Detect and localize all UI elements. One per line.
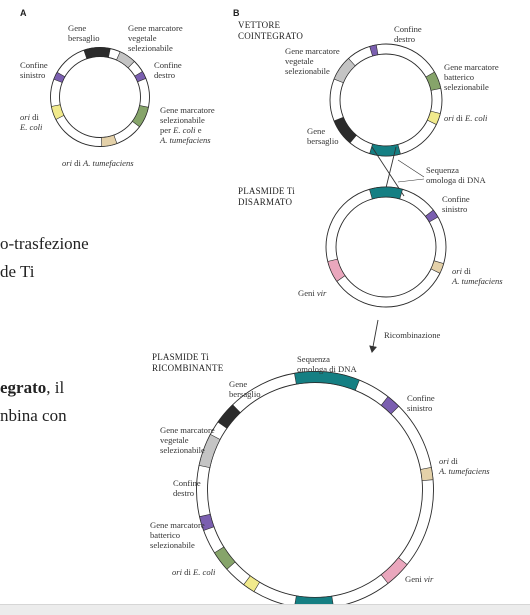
recombinant-plant-marker-label: Gene marcatore vegetale selezionabile — [160, 425, 215, 455]
recombinant-title: PLASMIDE Ti RICOMBINANTE — [152, 352, 224, 373]
cointegrate-title: VETTORE COINTEGRATO — [238, 20, 303, 41]
disarmed-left-border-segment — [424, 209, 439, 223]
panel-a-label: A — [20, 8, 27, 18]
recombinant-right-border-segment — [199, 513, 215, 531]
recombinant-bacterial-marker-segment — [214, 546, 236, 570]
recombinant-bacterial-marker-label: Gene marcatore batterico selezionabile — [150, 520, 205, 550]
bg-text-line-2: de Ti — [0, 262, 35, 281]
cointegrate-bacterial-marker-segment — [425, 71, 442, 91]
recombination-label: Ricombinazione — [384, 330, 441, 340]
recombinant-vir-label: Geni vir — [405, 574, 434, 584]
dual-marker-segment — [131, 105, 149, 128]
disarmed-ori-agro-segment — [430, 260, 445, 274]
ring-inner-edge — [207, 382, 423, 598]
panel-b-label: B — [233, 8, 240, 18]
bg-text-line-1: o-trasfezione — [0, 234, 89, 253]
plasmid-a-right-border-label: Confine destro — [154, 60, 182, 80]
bg-text-line-3: egrato, il — [0, 378, 64, 398]
recombinant-left-border-segment — [380, 396, 400, 415]
recombinant-ori-agro-label: ori di A. tumefaciens — [438, 456, 490, 476]
cointegrate-ori-ecoli-label: ori di E. coli — [444, 113, 488, 123]
cointegrate-ori-ecoli-segment — [426, 110, 441, 125]
cointegrate-plant-marker-segment — [333, 57, 356, 84]
cointegrate-right-border-segment — [369, 44, 379, 57]
ring-inner-edge — [59, 56, 141, 138]
bg-text-line-4: nbina con — [0, 406, 67, 425]
recombinant-plant-marker-segment — [198, 433, 221, 469]
cointegrate-bacterial-marker-label: Gene marcatore batterico selezionabile — [444, 62, 499, 92]
recombination-arrow — [369, 319, 379, 353]
homology-label-top: Sequenza omologa di DNA — [426, 165, 486, 185]
disarmed-homology-segment — [369, 186, 403, 200]
cointegrate-homology-segment — [369, 143, 401, 157]
plasmid-cointegrate — [329, 43, 443, 157]
recombinant-homology-label: Sequenza omologa di DNA — [297, 354, 357, 374]
right-border-segment — [134, 71, 147, 83]
plasmid-a-plant-marker-label: Gene marcatore vegetale selezionabile — [128, 23, 183, 53]
ring-outer-edge — [50, 47, 150, 147]
cointegrate-target-gene-segment — [333, 116, 357, 144]
bottom-bar — [0, 604, 530, 615]
ring-outer-edge — [325, 186, 447, 308]
ring-inner-edge — [339, 53, 433, 147]
recombinant-left-border-label: Confine sinistro — [407, 393, 435, 413]
recombinant-vir-segment — [380, 557, 408, 584]
disarmed-left-border-label: Confine sinistro — [442, 194, 470, 214]
disarmed-ti-title: PLASMIDE Ti DISARMATO — [238, 186, 295, 207]
recombinant-homology-top-segment — [294, 371, 360, 391]
cointegrate-right-border-label: Confine destro — [394, 24, 422, 44]
plasmid-a-target-label: Gene bersaglio — [68, 23, 100, 43]
plasmid-a-dual-marker-label: Gene marcatore selezionabile per E. coli e… — [159, 105, 215, 145]
bg-text-rest: , il — [46, 378, 65, 397]
plasmid-disarmed-ti — [325, 186, 447, 308]
recombinant-right-border-label: Confine destro — [173, 478, 201, 498]
bg-text-bold: egrato — [0, 378, 47, 397]
plasmid-a-left-border-label: Confine sinistro — [20, 60, 48, 80]
disarmed-vir-segment — [327, 258, 346, 282]
disarmed-ori-agro-label: ori di A. tumefaciens — [451, 266, 503, 286]
plasmid-a-ori-agro-label: ori di A. tumefaciens — [62, 158, 134, 168]
plasmid-recombinant-ti — [196, 371, 434, 609]
recombinant-target-label: Gene bersaglio — [229, 379, 261, 399]
target-gene-segment — [83, 47, 111, 60]
cointegrate-target-label: Gene bersaglio — [307, 126, 339, 146]
recombinant-ori-ecoli-label: ori di E. coli — [172, 567, 216, 577]
ori-ecoli-segment — [51, 104, 65, 120]
recombinant-ori-ecoli-segment — [243, 575, 261, 592]
plasmid-a — [50, 47, 150, 147]
plant-marker-segment — [116, 51, 135, 69]
disarmed-vir-label: Geni vir — [298, 288, 327, 298]
ori-agro-segment — [101, 134, 118, 147]
cointegrate-plant-marker-label: Gene marcatore vegetale selezionabile — [285, 46, 340, 76]
recombinant-target-gene-segment — [217, 404, 241, 429]
plasmid-a-ori-ecoli-label: ori di E. coli — [19, 112, 43, 132]
ring-inner-edge — [335, 196, 437, 298]
recombinant-ori-agro-segment — [420, 467, 434, 481]
left-border-segment — [53, 71, 66, 83]
